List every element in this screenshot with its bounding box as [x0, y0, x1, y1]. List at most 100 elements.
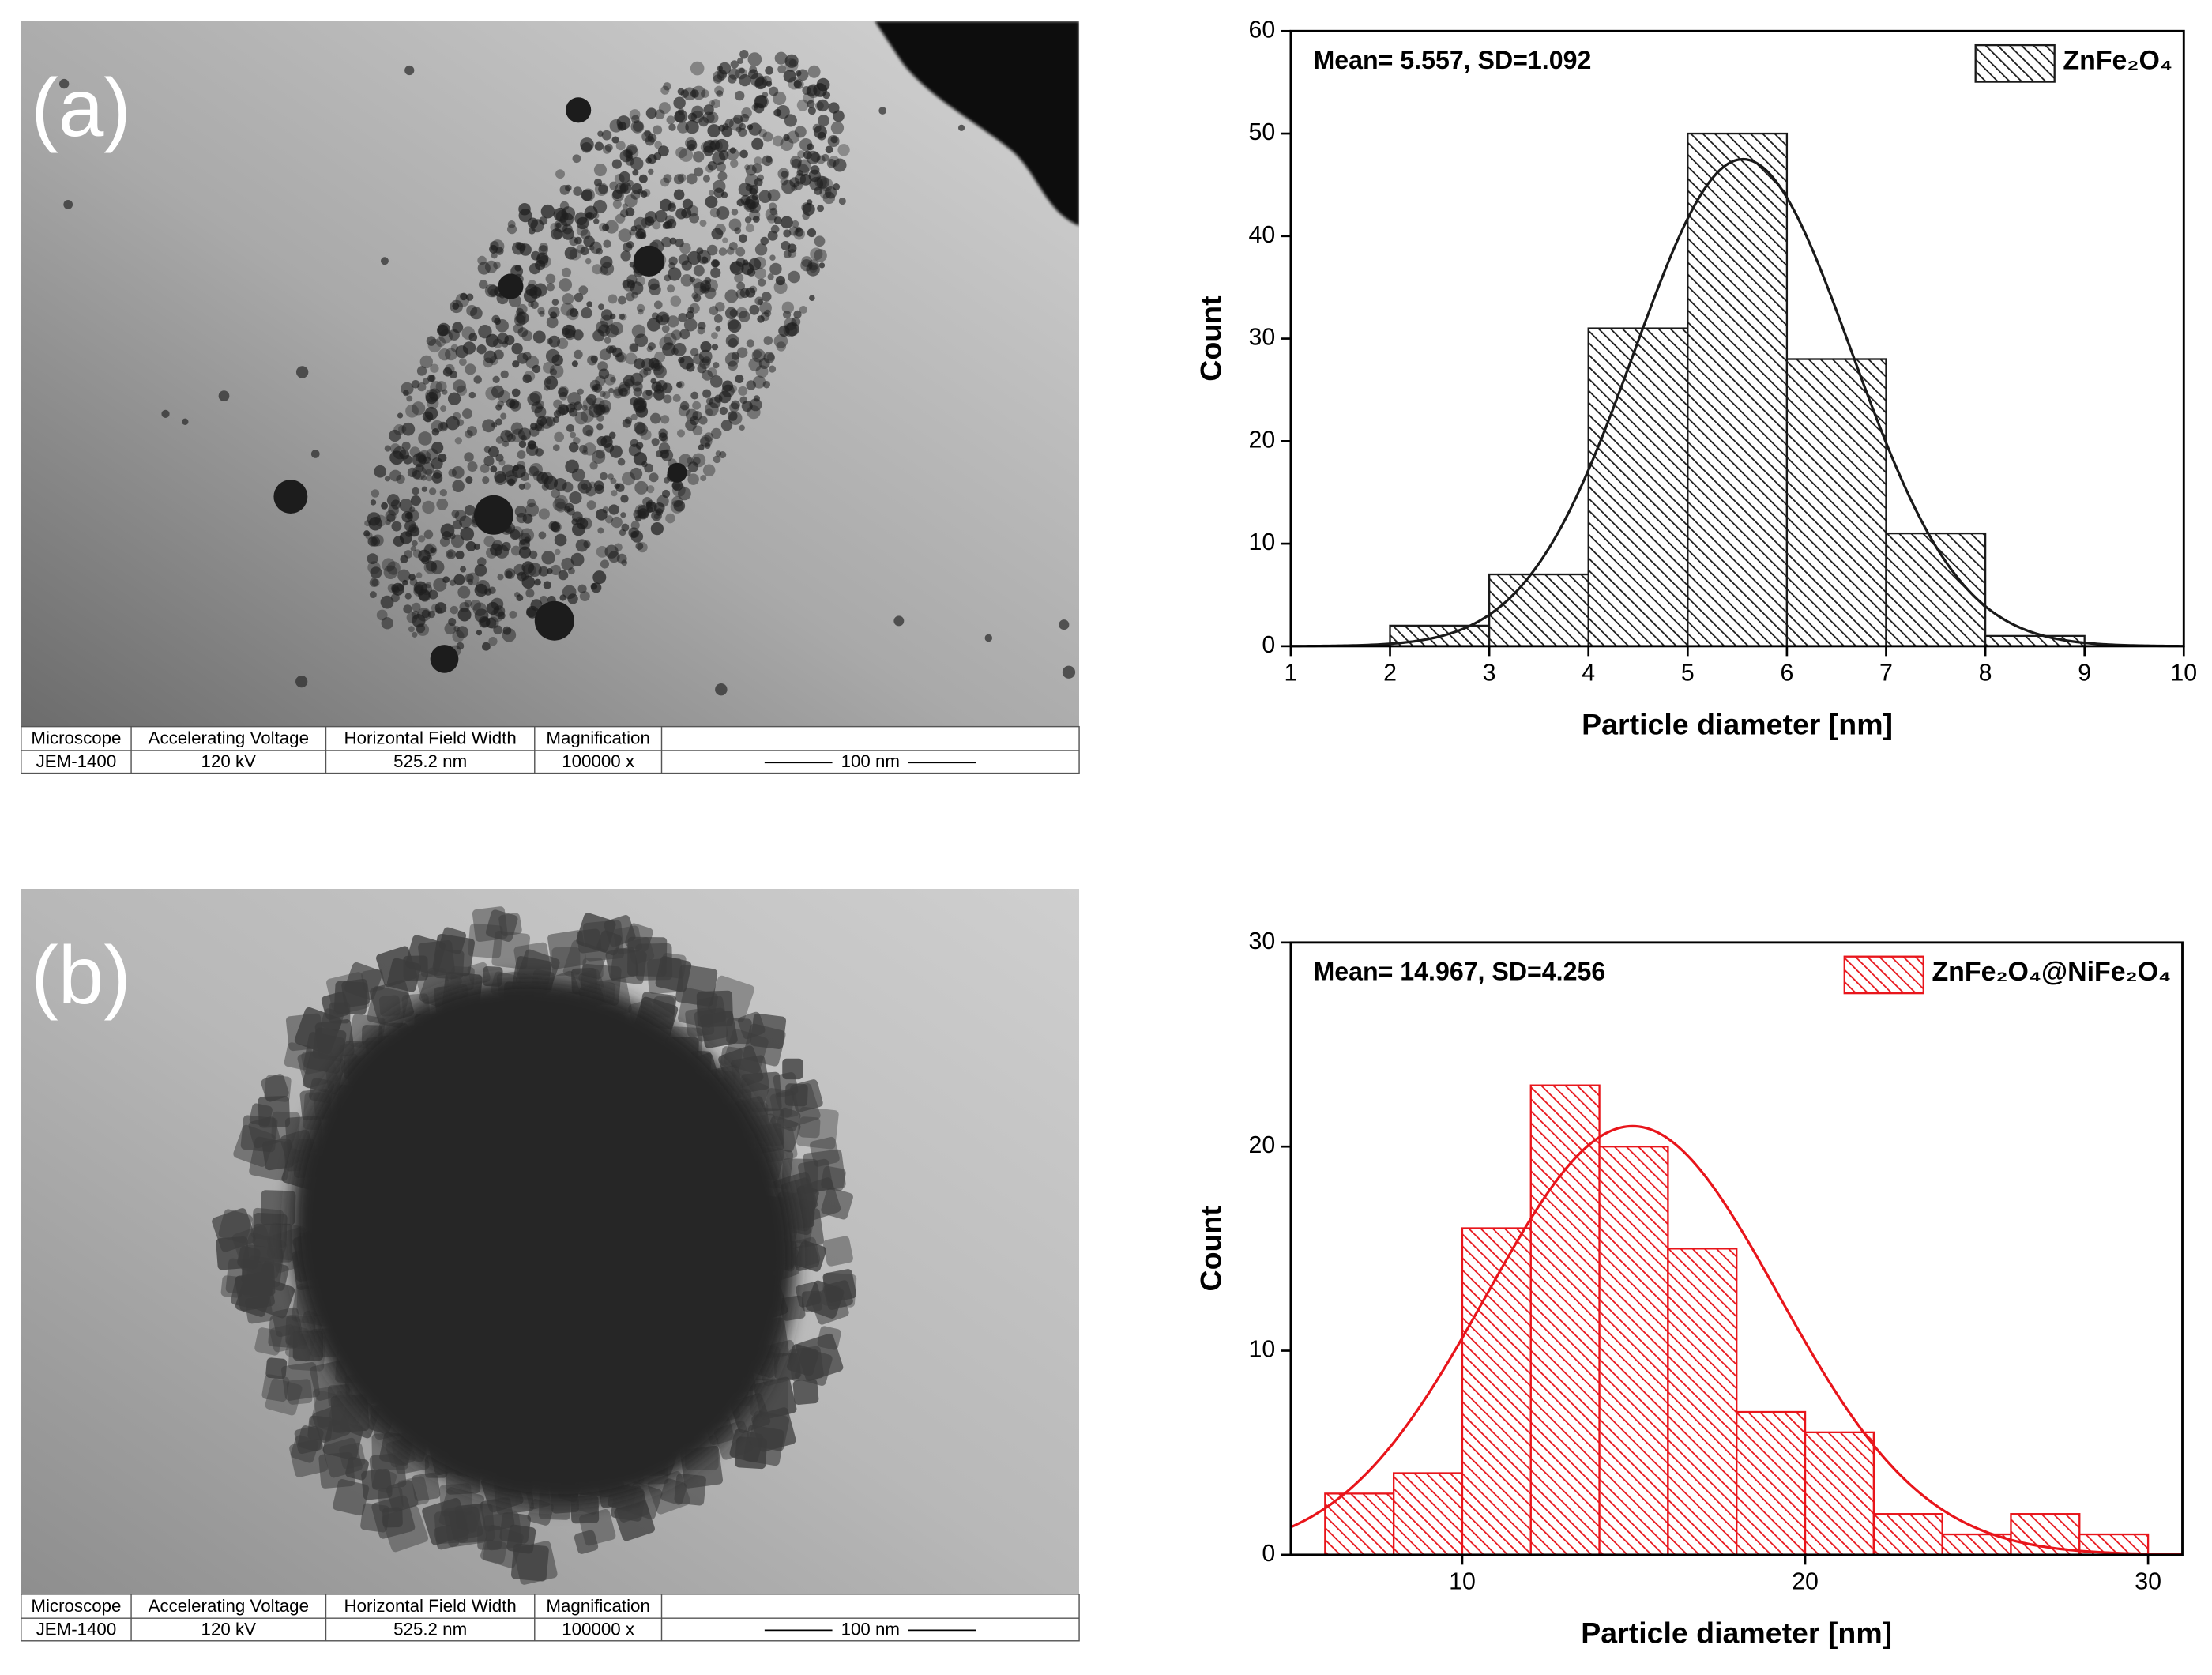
particle	[728, 218, 742, 231]
particle	[767, 230, 778, 241]
bar	[1324, 1492, 1395, 1556]
particle	[500, 412, 507, 420]
particle	[593, 178, 603, 187]
particle	[730, 1055, 769, 1094]
particle	[396, 474, 405, 484]
particle	[529, 463, 544, 476]
particle	[618, 228, 632, 243]
particle	[422, 500, 435, 514]
particle	[637, 542, 648, 553]
particle	[735, 247, 746, 257]
y-tick-label: 50	[1249, 119, 1276, 145]
particle	[491, 252, 498, 259]
particle	[612, 189, 623, 199]
particle	[558, 570, 569, 581]
particle	[751, 348, 766, 363]
particle	[412, 487, 419, 495]
particle	[502, 628, 517, 642]
particle	[517, 242, 526, 251]
particle	[583, 442, 596, 456]
particle	[807, 65, 821, 78]
particle	[802, 212, 810, 220]
particle	[597, 361, 608, 372]
particle	[444, 623, 457, 635]
particle	[488, 586, 496, 594]
particle	[565, 459, 579, 474]
particle	[739, 234, 747, 243]
x-tick-label: 10	[1449, 1569, 1476, 1595]
particle	[675, 146, 687, 159]
particle	[593, 163, 607, 177]
particle	[758, 278, 766, 287]
particle	[254, 1278, 295, 1319]
particle	[364, 520, 371, 527]
particle	[273, 480, 308, 514]
particle	[527, 563, 542, 578]
particle	[638, 174, 648, 183]
bar	[1687, 132, 1789, 648]
particle	[286, 1379, 313, 1405]
particle	[660, 85, 670, 95]
particle	[608, 431, 616, 439]
particle	[430, 560, 445, 574]
particle	[454, 437, 463, 445]
particle	[735, 126, 742, 133]
particle	[473, 375, 482, 384]
particle	[518, 483, 525, 490]
particle	[698, 322, 706, 330]
particle	[552, 416, 559, 423]
particle	[753, 102, 759, 109]
particle	[401, 441, 411, 450]
particle	[598, 303, 604, 311]
particle	[739, 149, 748, 159]
particle	[828, 102, 840, 114]
particle	[707, 160, 717, 171]
particle	[498, 390, 511, 403]
particle	[608, 387, 615, 394]
particle	[579, 591, 590, 602]
particle	[748, 357, 762, 371]
particle	[713, 362, 720, 369]
particle	[408, 574, 416, 581]
particle	[724, 307, 737, 319]
particle	[554, 495, 568, 509]
particle	[739, 288, 750, 299]
particle	[654, 109, 665, 119]
particle	[673, 499, 686, 512]
particle	[736, 198, 745, 207]
particle	[517, 571, 527, 582]
particle	[596, 436, 608, 446]
particle	[604, 143, 613, 152]
particle	[650, 522, 664, 536]
particle	[744, 216, 752, 224]
particle	[460, 566, 467, 573]
particle	[537, 307, 545, 315]
particle	[683, 318, 698, 332]
particle	[446, 549, 457, 559]
particle	[587, 355, 598, 366]
particle	[702, 111, 715, 124]
particle	[493, 349, 504, 360]
particle	[361, 968, 386, 993]
particle	[369, 578, 378, 587]
particle	[700, 284, 710, 294]
particle	[617, 383, 631, 397]
particle	[608, 504, 619, 515]
particle	[554, 533, 567, 547]
particle	[600, 472, 608, 480]
particle	[450, 605, 458, 615]
particle	[668, 201, 675, 209]
particle	[570, 552, 585, 566]
particle	[769, 254, 776, 261]
annotation: Mean= 5.557, SD=1.092	[1314, 46, 1592, 74]
particle	[416, 366, 427, 376]
particle	[600, 309, 613, 321]
particle	[576, 216, 589, 230]
particle	[766, 81, 773, 87]
particle	[769, 202, 777, 211]
particle	[709, 190, 715, 196]
particle	[674, 111, 686, 122]
particle	[794, 126, 807, 138]
particle	[824, 186, 837, 199]
particle	[660, 415, 670, 424]
